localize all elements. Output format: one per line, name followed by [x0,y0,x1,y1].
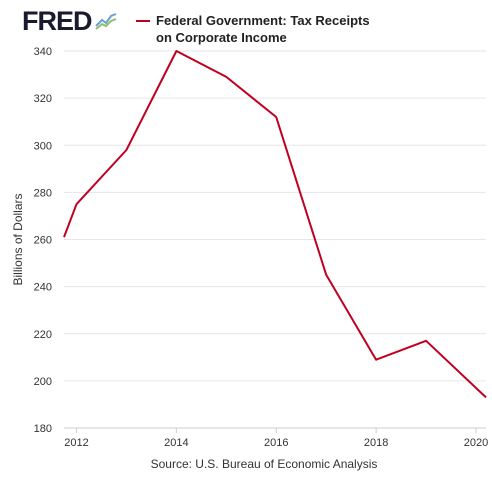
y-tick-label: 200 [34,376,52,388]
grid-lines [64,50,486,382]
x-axis-ticks: 2012 2014 2016 2018 2020 [64,428,488,449]
x-tick-label: 2018 [364,437,388,449]
y-axis-ticks: 180 200 220 240 260 280 300 320 340 [34,46,52,435]
x-tick-label: 2014 [164,437,188,449]
fred-logo[interactable]: FRED [22,6,118,36]
legend: Federal Government: Tax Receipts on Corp… [136,12,386,46]
y-tick-label: 280 [34,187,52,199]
series-group [63,50,487,399]
legend-label: Federal Government: Tax Receipts on Corp… [156,13,370,45]
y-tick-label: 340 [34,46,52,58]
x-tick-label: 2020 [464,437,488,449]
source-note: Source: U.S. Bureau of Economic Analysis [151,457,378,471]
fred-chart-icon [93,11,118,31]
y-tick-label: 220 [34,329,52,341]
y-tick-label: 300 [34,140,52,152]
y-tick-label: 320 [34,93,52,105]
x-tick-label: 2012 [64,437,88,449]
fred-logo-text: FRED [22,6,92,36]
legend-swatch [136,20,150,22]
y-tick-label: 240 [34,282,52,294]
y-tick-label: 180 [34,423,52,435]
y-axis-label: Billions of Dollars [11,193,25,285]
x-tick-label: 2016 [264,437,288,449]
y-tick-label: 260 [34,235,52,247]
series-line [63,50,487,399]
